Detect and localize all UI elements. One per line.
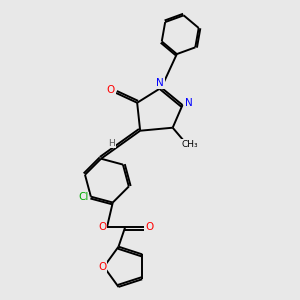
Text: N: N (156, 78, 164, 88)
Text: O: O (98, 223, 106, 232)
Text: O: O (106, 85, 115, 95)
Text: CH₃: CH₃ (182, 140, 198, 149)
Text: O: O (145, 223, 153, 232)
Text: H: H (108, 139, 115, 148)
Text: N: N (185, 98, 192, 108)
Text: Cl: Cl (78, 192, 88, 203)
Text: O: O (98, 262, 106, 272)
